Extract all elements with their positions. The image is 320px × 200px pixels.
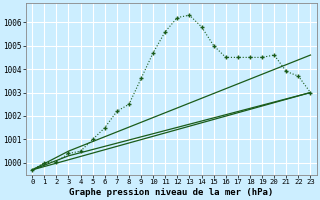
X-axis label: Graphe pression niveau de la mer (hPa): Graphe pression niveau de la mer (hPa) [69, 188, 274, 197]
